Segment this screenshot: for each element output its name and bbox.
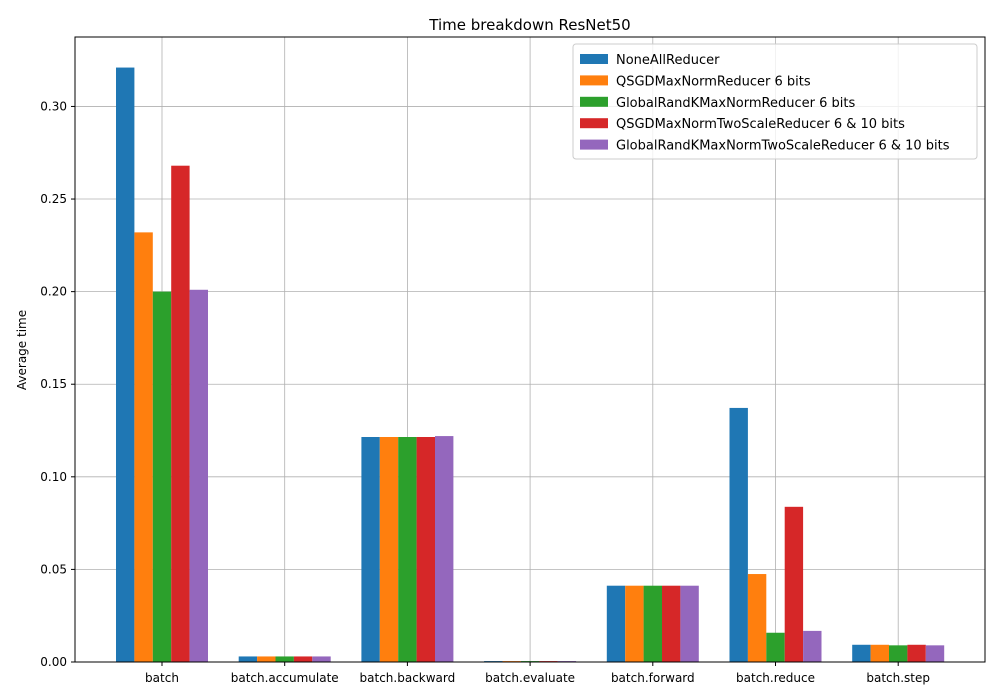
- x-tick-label: batch.backward: [360, 671, 456, 685]
- bar: [134, 232, 153, 663]
- bar: [784, 506, 804, 662]
- x-tick-label: batch.accumulate: [231, 671, 339, 685]
- legend-label: QSGDMaxNormTwoScaleReducer 6 & 10 bits: [616, 117, 905, 132]
- bars: [116, 67, 945, 663]
- bar: [189, 289, 208, 662]
- legend-swatch: [580, 96, 608, 107]
- bar: [312, 656, 331, 662]
- bar: [889, 645, 908, 662]
- y-tick-label: 0.00: [40, 655, 67, 669]
- bar: [625, 585, 644, 662]
- x-tick-label: batch.evaluate: [485, 671, 575, 685]
- legend-swatch: [580, 54, 608, 64]
- legend-swatch: [580, 118, 608, 129]
- y-tick-label: 0.20: [40, 285, 67, 299]
- bar: [606, 585, 626, 662]
- legend-swatch: [580, 75, 608, 86]
- legend-label: NoneAllReducer: [616, 53, 720, 68]
- x-tick-label: batch.forward: [611, 671, 695, 685]
- legend-label: QSGDMaxNormReducer 6 bits: [616, 74, 811, 89]
- bar: [803, 630, 822, 662]
- y-tick-label: 0.30: [40, 99, 67, 113]
- bar: [925, 645, 945, 662]
- bar: [152, 291, 172, 662]
- bar: [379, 437, 399, 662]
- bar: [662, 585, 681, 662]
- bar: [907, 644, 926, 662]
- bar: [171, 165, 190, 662]
- x-tick-label: batch.step: [866, 671, 930, 685]
- bar: [416, 437, 435, 662]
- x-tick-label: batch.reduce: [736, 671, 815, 685]
- bar: [361, 437, 380, 662]
- y-tick-label: 0.05: [40, 562, 67, 576]
- chart-title: Time breakdown ResNet50: [428, 16, 630, 34]
- bar: [116, 67, 135, 663]
- bar: [275, 656, 294, 662]
- bar: [643, 585, 662, 662]
- bar: [747, 574, 767, 662]
- bar: [729, 407, 748, 662]
- legend-label: GlobalRandKMaxNormTwoScaleReducer 6 & 10…: [616, 139, 950, 154]
- x-tick-label: batch: [145, 671, 179, 685]
- bar: [257, 656, 276, 662]
- y-axis-label: Average time: [15, 310, 29, 390]
- y-tick-label: 0.15: [40, 377, 67, 391]
- x-axis: batch batch.accumulate batch.backward batch…: [145, 662, 930, 685]
- bar: [293, 656, 313, 662]
- legend: NoneAllReducer QSGDMaxNormReducer 6 bits G…: [572, 43, 978, 160]
- bar: [238, 656, 258, 662]
- legend-swatch: [580, 139, 608, 150]
- legend-box: [572, 43, 978, 160]
- y-tick-label: 0.25: [40, 192, 67, 206]
- bar: [435, 436, 454, 662]
- legend-label: GlobalRandKMaxNormReducer 6 bits: [616, 96, 855, 111]
- bar: [870, 644, 889, 662]
- y-axis: 0.00 0.05 0.10 0.15 0.20 0.25 0.30: [40, 99, 75, 669]
- bar: [680, 585, 699, 662]
- bar: [766, 632, 785, 662]
- y-tick-label: 0.10: [40, 470, 67, 484]
- bar: [852, 644, 871, 662]
- bar: [398, 437, 417, 662]
